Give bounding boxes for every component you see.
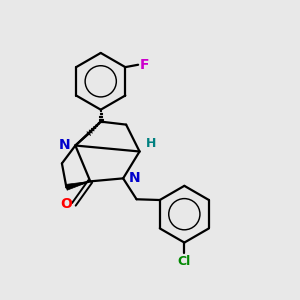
Text: N: N [128,171,140,185]
Polygon shape [66,182,90,190]
Text: H: H [146,136,157,150]
Text: Cl: Cl [178,255,191,268]
Text: F: F [140,58,149,72]
Text: O: O [61,197,72,211]
Text: N: N [58,138,70,152]
